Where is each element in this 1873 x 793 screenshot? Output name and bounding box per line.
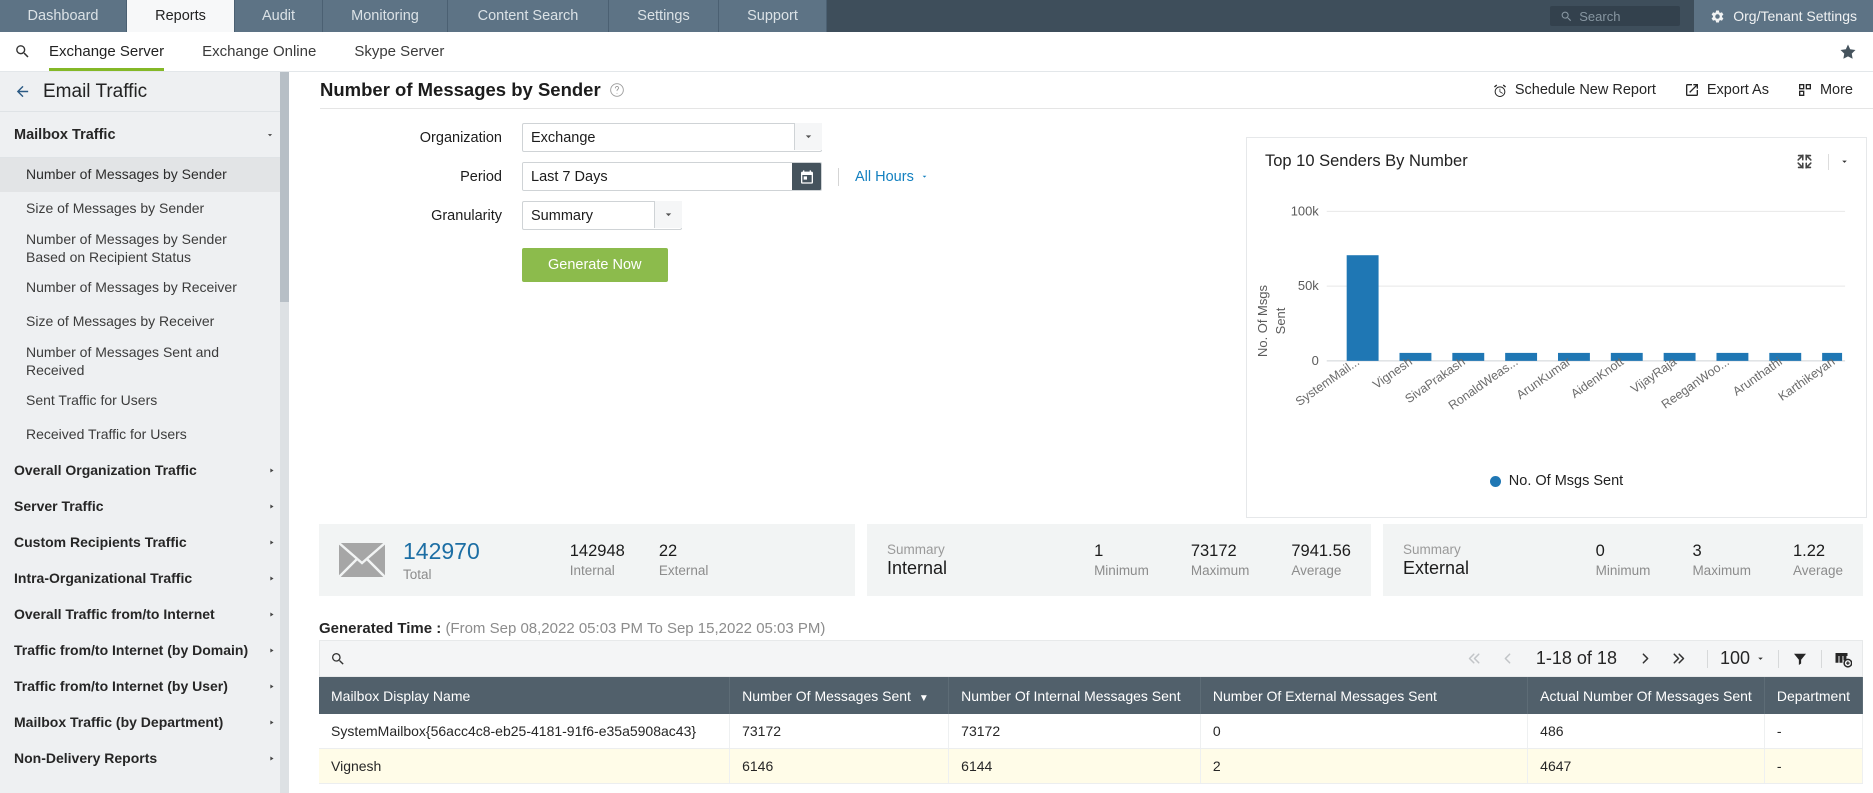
svg-text:100k: 100k [1291, 203, 1320, 218]
svg-text:50k: 50k [1298, 278, 1319, 293]
svg-text:ArunKumar: ArunKumar [1514, 355, 1574, 403]
svg-text:Sent: Sent [1273, 307, 1288, 334]
svg-text:SystemMail...: SystemMail... [1293, 355, 1362, 409]
svg-text:No. Of Msgs: No. Of Msgs [1255, 285, 1270, 357]
svg-text:Karthikeyan: Karthikeyan [1776, 355, 1838, 404]
svg-text:0: 0 [1312, 353, 1319, 368]
